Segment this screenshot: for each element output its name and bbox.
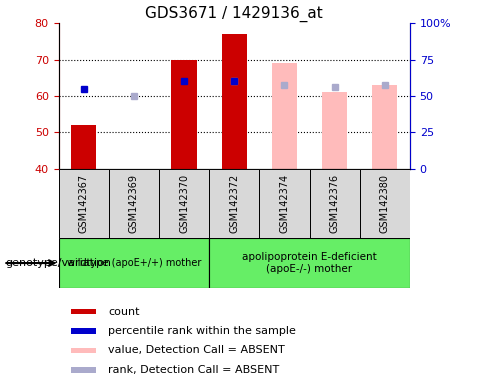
Bar bbox=[209, 169, 259, 238]
Text: GSM142376: GSM142376 bbox=[329, 174, 340, 233]
Text: value, Detection Call = ABSENT: value, Detection Call = ABSENT bbox=[108, 346, 285, 356]
Bar bbox=[59, 169, 109, 238]
Text: GSM142367: GSM142367 bbox=[79, 174, 89, 233]
Bar bbox=[159, 169, 209, 238]
Title: GDS3671 / 1429136_at: GDS3671 / 1429136_at bbox=[145, 5, 323, 22]
Text: apolipoprotein E-deficient
(apoE-/-) mother: apolipoprotein E-deficient (apoE-/-) mot… bbox=[242, 252, 377, 274]
Bar bbox=[209, 238, 410, 288]
Text: GSM142380: GSM142380 bbox=[380, 174, 390, 233]
Bar bbox=[71, 328, 96, 334]
Bar bbox=[109, 169, 159, 238]
Text: GSM142372: GSM142372 bbox=[229, 174, 239, 233]
Bar bbox=[222, 34, 247, 169]
Text: GSM142370: GSM142370 bbox=[179, 174, 189, 233]
Bar bbox=[259, 169, 309, 238]
Text: count: count bbox=[108, 306, 140, 316]
Bar bbox=[309, 169, 360, 238]
Bar bbox=[171, 60, 197, 169]
Bar bbox=[71, 348, 96, 353]
Text: genotype/variation: genotype/variation bbox=[5, 258, 111, 268]
Text: percentile rank within the sample: percentile rank within the sample bbox=[108, 326, 296, 336]
Bar bbox=[71, 367, 96, 372]
Bar bbox=[360, 169, 410, 238]
Bar bbox=[372, 85, 397, 169]
Text: wildtype (apoE+/+) mother: wildtype (apoE+/+) mother bbox=[67, 258, 201, 268]
Text: GSM142374: GSM142374 bbox=[280, 174, 289, 233]
Bar bbox=[322, 92, 347, 169]
Bar bbox=[222, 34, 247, 169]
Bar bbox=[272, 63, 297, 169]
Text: GSM142369: GSM142369 bbox=[129, 174, 139, 233]
Bar bbox=[71, 125, 96, 169]
Bar bbox=[71, 309, 96, 314]
Text: rank, Detection Call = ABSENT: rank, Detection Call = ABSENT bbox=[108, 365, 280, 375]
Bar bbox=[59, 238, 209, 288]
